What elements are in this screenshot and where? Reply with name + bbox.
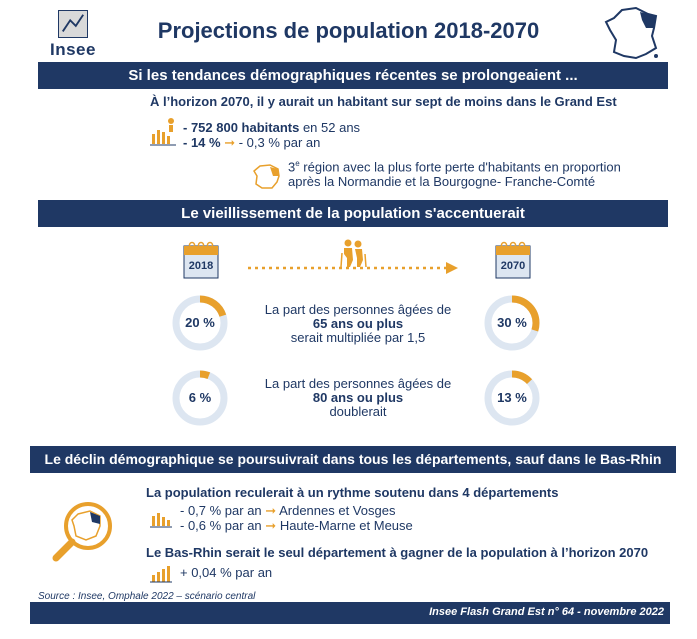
region-rank-suffix: e [295, 159, 300, 168]
row1-text-line2: 65 ans ou plus [312, 316, 404, 331]
section-band-trends: Si les tendances démographiques récentes… [38, 62, 668, 89]
donut-80plus-2018-value: 6 % [188, 390, 212, 405]
row2-text-line1: La part des personnes âgées de [264, 376, 452, 391]
population-loss-line: - 752 800 habitants en 52 ans [183, 120, 360, 135]
section3-sub2: Le Bas-Rhin serait le seul département à… [146, 545, 649, 560]
rate1-departments: Ardennes et Vosges [279, 503, 396, 518]
region-rank-number: 3 [288, 159, 296, 175]
population-decline-icon [150, 118, 176, 146]
row1-text-line3: serait multipliée par 1,5 [290, 330, 426, 345]
percent-loss-line: - 14 % ➞ - 0,3 % par an [183, 135, 320, 151]
footer-band [30, 602, 670, 624]
insee-logo-icon [58, 10, 88, 38]
elderly-couple-icon [340, 239, 367, 268]
percent-loss-value: - 14 % [183, 135, 221, 150]
source-note: Source : Insee, Omphale 2022 – scénario … [38, 591, 256, 602]
section-band-ageing: Le vieillissement de la population s'acc… [38, 200, 668, 227]
publication-reference: Insee Flash Grand Est n° 64 - novembre 2… [429, 606, 664, 618]
arrow-right-icon: ➞ [265, 518, 277, 533]
donut-80plus-2070: 13 % [484, 370, 540, 426]
decline-chart-icon [150, 513, 172, 528]
year-start-label: 2018 [188, 260, 214, 272]
year-end-label: 2070 [500, 260, 526, 272]
region-rank-text: région avec la plus forte perte d'habita… [299, 159, 621, 175]
arrow-right-icon: ➞ [224, 135, 236, 150]
arrow-right-icon: ➞ [265, 503, 277, 518]
calendar-2070-icon: 2070 [494, 240, 532, 280]
row1-text-line1: La part des personnes âgées de [264, 302, 452, 317]
section3-sub1: La population reculerait à un rythme sou… [146, 485, 559, 500]
france-region-icon [253, 164, 280, 189]
timeline-arrow-icon [248, 262, 458, 274]
rate2-departments: Haute-Marne et Meuse [279, 518, 413, 533]
donut-80plus-2070-value: 13 % [497, 390, 527, 405]
population-loss-period: en 52 ans [299, 120, 361, 135]
magnifier-map-icon [52, 502, 112, 562]
annual-loss-rate: - 0,3 % par an [235, 135, 321, 150]
row2-text-line2: 80 ans ou plus [312, 390, 404, 405]
rate2-line: - 0,6 % par an ➞ Haute-Marne et Meuse [180, 518, 413, 534]
donut-65plus-2070: 30 % [484, 295, 540, 351]
logo-text: Insee [50, 40, 96, 59]
section-band-departments: Le déclin démographique se poursuivrait … [30, 446, 676, 473]
insee-logo: Insee [44, 10, 100, 60]
section1-headline: À l’horizon 2070, il y aurait un habitan… [150, 94, 617, 109]
page-title: Projections de population 2018-2070 [157, 18, 540, 43]
donut-65plus-2018-value: 20 % [185, 315, 215, 330]
region-rank-line2: après la Normandie et la Bourgogne- Fran… [288, 174, 596, 189]
france-map-icon [604, 6, 658, 60]
row2-text-line3: doublerait [329, 404, 387, 419]
donut-65plus-2070-value: 30 % [497, 315, 527, 330]
donut-80plus-2018: 6 % [172, 370, 228, 426]
calendar-2018-icon: 2018 [182, 240, 220, 280]
population-loss-value: - 752 800 habitants [183, 120, 300, 135]
rate2-value: - 0,6 % par an [180, 518, 262, 533]
rate1-value: - 0,7 % par an [180, 503, 262, 518]
donut-65plus-2018: 20 % [172, 295, 228, 351]
rate3-line: + 0,04 % par an [180, 565, 273, 580]
rate1-line: - 0,7 % par an ➞ Ardennes et Vosges [180, 503, 395, 519]
region-rank-line1: 3e région avec la plus forte perte d'hab… [288, 159, 621, 174]
growth-chart-icon [150, 566, 172, 583]
